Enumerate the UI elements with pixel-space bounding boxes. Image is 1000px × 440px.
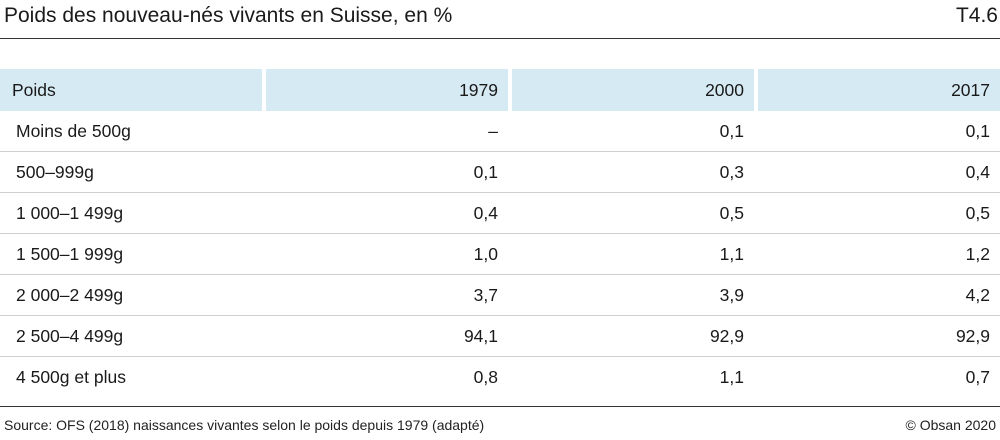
row-label: Moins de 500g bbox=[0, 111, 262, 152]
table-header-row: Poids 1979 2000 2017 bbox=[0, 69, 1000, 111]
cell-value: 0,4 bbox=[262, 193, 508, 234]
table-code: T4.6 bbox=[955, 4, 998, 27]
row-label: 500–999g bbox=[0, 152, 262, 193]
cell-value: 94,1 bbox=[262, 316, 508, 357]
table-row: 1 500–1 999g 1,0 1,1 1,2 bbox=[0, 234, 1000, 275]
cell-value: 4,2 bbox=[754, 275, 1000, 316]
cell-value: 0,3 bbox=[508, 152, 754, 193]
cell-value: 0,8 bbox=[473, 366, 498, 387]
cell-value: 0,5 bbox=[754, 193, 1000, 234]
table-row: 2 500–4 499g 94,1 92,9 92,9 bbox=[0, 316, 1000, 357]
title-bar: Poids des nouveau-nés vivants en Suisse,… bbox=[0, 0, 1000, 39]
table-row: Moins de 500g – 0,1 0,1 bbox=[0, 111, 1000, 152]
cell-value: 3,9 bbox=[508, 275, 754, 316]
column-header-1979: 1979 bbox=[262, 69, 508, 111]
cell-value: 1,1 bbox=[719, 366, 744, 387]
cell-value: 1,1 bbox=[508, 234, 754, 275]
cell-value: 0,1 bbox=[508, 111, 754, 152]
column-header-2000: 2000 bbox=[508, 69, 754, 111]
footer-divider bbox=[0, 406, 1000, 407]
cell-value: – bbox=[262, 111, 508, 152]
source-note: Source: OFS (2018) naissances vivantes s… bbox=[4, 417, 485, 433]
table-row: 1 000–1 499g 0,4 0,5 0,5 bbox=[0, 193, 1000, 234]
column-header-2017: 2017 bbox=[754, 69, 1000, 111]
row-label: 2 500–4 499g bbox=[0, 316, 262, 357]
cell-value: 0,1 bbox=[754, 111, 1000, 152]
cell-value: 1,0 bbox=[262, 234, 508, 275]
cell-value: 1,2 bbox=[754, 234, 1000, 275]
data-table: Poids 1979 2000 2017 Moins de 500g – 0,1… bbox=[0, 69, 1000, 397]
table-row: 2 000–2 499g 3,7 3,9 4,2 bbox=[0, 275, 1000, 316]
copyright-credit: © Obsan 2020 bbox=[905, 417, 997, 433]
table-row: 500–999g 0,1 0,3 0,4 bbox=[0, 152, 1000, 193]
table-row: 4 500g et plus 0,8 1,1 0,7 bbox=[0, 357, 1000, 397]
table-title: Poids des nouveau-nés vivants en Suisse,… bbox=[4, 4, 453, 27]
row-label: 4 500g et plus bbox=[16, 366, 126, 387]
cell-value: 0,7 bbox=[965, 366, 990, 387]
row-label: 1 000–1 499g bbox=[0, 193, 262, 234]
cell-value: 0,4 bbox=[754, 152, 1000, 193]
cell-value: 92,9 bbox=[508, 316, 754, 357]
row-label: 1 500–1 999g bbox=[0, 234, 262, 275]
row-label: 2 000–2 499g bbox=[0, 275, 262, 316]
cell-value: 0,5 bbox=[508, 193, 754, 234]
cell-value: 0,1 bbox=[262, 152, 508, 193]
cell-value: 92,9 bbox=[754, 316, 1000, 357]
column-header-poids: Poids bbox=[0, 69, 262, 111]
cell-value: 3,7 bbox=[262, 275, 508, 316]
